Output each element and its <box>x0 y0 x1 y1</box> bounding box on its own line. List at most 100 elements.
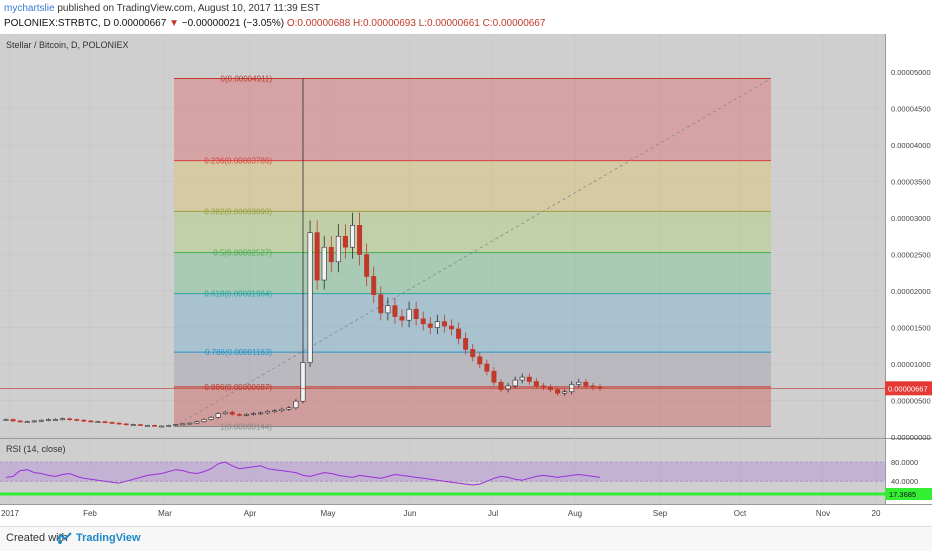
candles <box>0 78 885 428</box>
candle-body <box>357 225 363 255</box>
candle-body <box>17 420 23 423</box>
candle-body <box>102 421 108 423</box>
candle-body <box>533 381 539 387</box>
y-tick-label: 0.00002000 <box>891 287 931 296</box>
candle-body <box>441 321 447 327</box>
fib-level-label: 0.5(0.00002527) <box>213 249 272 258</box>
x-tick-label: Jul <box>488 509 498 518</box>
candle-body <box>3 419 9 421</box>
x-tick-label: Apr <box>244 509 257 518</box>
candle-body <box>31 420 37 423</box>
candle-body <box>67 418 73 421</box>
candle-body <box>243 414 249 416</box>
price-axis[interactable] <box>885 34 932 504</box>
fib-retracement[interactable]: 0(0.00004911) 0.236(0.00003786) 0.382(0.00… <box>173 74 772 431</box>
author-link[interactable]: mychartslie <box>4 3 55 14</box>
candle-body <box>420 318 426 325</box>
rsi-band <box>0 462 885 482</box>
tradingview-logo-icon <box>56 532 72 544</box>
x-tick-label: Jun <box>404 509 417 518</box>
candle-body <box>123 423 129 426</box>
candle-body <box>385 305 391 314</box>
candle-body <box>180 423 186 426</box>
candle-body <box>74 419 80 421</box>
candle-body <box>144 425 150 427</box>
candle-body <box>159 425 165 428</box>
x-tick-label: Feb <box>83 509 97 518</box>
candle-body <box>130 424 136 426</box>
x-tick-label: Mar <box>158 509 172 518</box>
y-tick-label: 0.00003000 <box>891 214 931 223</box>
candle-body <box>24 421 30 423</box>
candle-body <box>576 381 582 385</box>
x-tick-label: Nov <box>816 509 830 518</box>
candle-body <box>166 425 172 427</box>
tradingview-brand-link[interactable]: TradingView <box>76 532 141 544</box>
rsi-last-tag-label: 17.3685 <box>889 490 916 499</box>
y-tick-label: 0.00001500 <box>891 324 931 333</box>
candle-body <box>378 294 384 314</box>
candle-body <box>307 232 313 363</box>
candle-body <box>300 362 306 402</box>
candle-body <box>60 418 66 421</box>
candle-body <box>286 407 292 410</box>
candle-body <box>413 308 419 320</box>
fib-zone <box>174 386 771 427</box>
candle-body <box>81 419 87 422</box>
last-price-tag <box>885 381 932 396</box>
candle-body <box>208 416 214 420</box>
candle-body <box>562 391 568 394</box>
candle-body <box>512 379 518 387</box>
x-tick-label: May <box>320 509 335 518</box>
x-tick-label: Aug <box>568 509 582 518</box>
time-axis[interactable] <box>0 504 932 526</box>
candle-body <box>279 408 285 412</box>
created-with-text: Created with <box>6 532 68 544</box>
candle-body <box>364 254 370 277</box>
candle-body <box>194 421 200 424</box>
fib-level-label: 1(0.00000144) <box>220 422 272 431</box>
candle-body <box>52 419 58 421</box>
candle-body <box>349 225 355 248</box>
candle-body <box>505 385 511 390</box>
candle-body <box>152 425 158 427</box>
candle-body <box>456 328 462 339</box>
x-tick-label: Oct <box>734 509 747 518</box>
candle-body <box>222 411 228 414</box>
candle-body <box>314 232 320 281</box>
symbol-label: POLONIEX:STRBTC, D <box>4 18 111 29</box>
footer: Created with TradingView <box>0 526 932 551</box>
candle-body <box>251 413 257 415</box>
candle-body <box>399 316 405 321</box>
candle-body <box>491 370 497 383</box>
candle-body <box>526 376 532 382</box>
x-tick-label: Sep <box>653 509 668 518</box>
ohlc-values: O:0.00000688 H:0.00000693 L:0.00000661 C… <box>286 18 546 29</box>
candle-body <box>540 385 546 388</box>
candle-body <box>173 424 179 426</box>
fib-zone <box>174 160 771 212</box>
candle-body <box>392 305 398 317</box>
candle-body <box>498 381 504 390</box>
candle-body <box>555 389 561 394</box>
fib-level-label: 0.618(0.00001964) <box>204 290 272 299</box>
candle-body <box>406 308 412 321</box>
fib-level-label: 0(0.00004911) <box>221 74 273 83</box>
rsi-label: RSI (14, close) <box>6 444 66 454</box>
candle-body <box>335 235 341 263</box>
candle-body <box>215 413 221 418</box>
candle-body <box>583 381 589 387</box>
publish-header: mychartslie published on TradingView.com… <box>4 3 320 14</box>
y-tick-label: 0.00000000 <box>891 433 931 442</box>
main-pane[interactable] <box>0 34 885 438</box>
candle-body <box>88 420 94 423</box>
price-chart[interactable]: 0(0.00004911) 0.236(0.00003786) 0.382(0.00… <box>0 0 932 526</box>
y-tick-label: 0.00000500 <box>891 397 931 406</box>
candle-body <box>116 422 122 425</box>
price-change: −0.00000021 (−3.05%) <box>181 18 285 29</box>
candle-body <box>477 356 483 365</box>
x-tick-label: 20 <box>872 509 881 518</box>
last-price-tag-label: 0.00000667 <box>888 384 928 393</box>
y-tick-label: 0.00001000 <box>891 360 931 369</box>
candle-body <box>448 325 454 330</box>
